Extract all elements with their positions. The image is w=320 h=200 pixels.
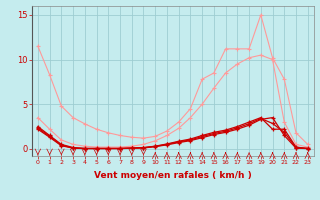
X-axis label: Vent moyen/en rafales ( km/h ): Vent moyen/en rafales ( km/h ) bbox=[94, 171, 252, 180]
